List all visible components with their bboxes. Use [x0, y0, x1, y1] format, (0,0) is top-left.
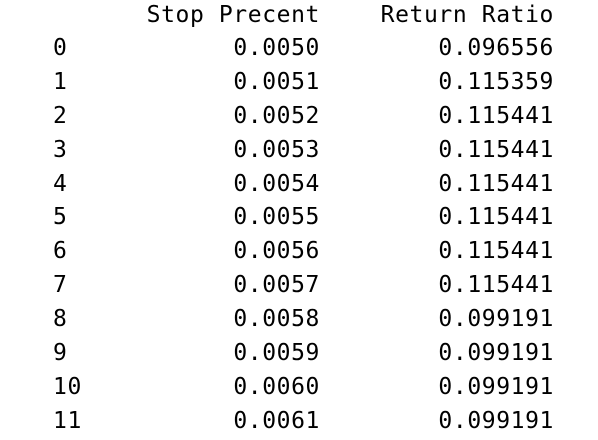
return-ratio-cell: 0.115359 [438, 69, 554, 95]
table-row: 10 0.0060 0.099191 [0, 370, 598, 404]
header-row: Stop Precent Return Ratio [0, 0, 598, 32]
table-row: 6 0.0056 0.115441 [0, 234, 598, 268]
column-header-stop-precent: Stop Precent [146, 2, 320, 28]
stop-precent-cell: 0.0052 [233, 103, 320, 129]
return-ratio-cell: 0.099191 [438, 340, 554, 366]
row-index: 9 [53, 340, 68, 366]
return-ratio-cell: 0.099191 [438, 306, 554, 332]
row-index: 6 [53, 238, 68, 264]
row-index: 8 [53, 306, 68, 332]
return-ratio-cell: 0.115441 [438, 272, 554, 298]
table-row: 4 0.0054 0.115441 [0, 167, 598, 201]
stop-precent-cell: 0.0058 [233, 306, 320, 332]
return-ratio-cell: 0.115441 [438, 137, 554, 163]
return-ratio-cell: 0.115441 [438, 171, 554, 197]
stop-precent-cell: 0.0055 [233, 204, 320, 230]
return-ratio-cell: 0.096556 [438, 35, 554, 61]
stop-precent-cell: 0.0053 [233, 137, 320, 163]
table-row: 7 0.0057 0.115441 [0, 268, 598, 302]
stop-precent-cell: 0.0060 [233, 374, 320, 400]
row-index: 7 [53, 272, 68, 298]
return-ratio-cell: 0.115441 [438, 238, 554, 264]
table-row: 2 0.0052 0.115441 [0, 99, 598, 133]
return-ratio-cell: 0.115441 [438, 204, 554, 230]
table-row: 1 0.0051 0.115359 [0, 65, 598, 99]
row-index: 10 [53, 374, 82, 400]
stop-precent-cell: 0.0057 [233, 272, 320, 298]
table-row: 3 0.0053 0.115441 [0, 133, 598, 167]
return-ratio-cell: 0.099191 [438, 408, 554, 434]
table-row: 9 0.0059 0.099191 [0, 336, 598, 370]
row-index: 5 [53, 204, 68, 230]
table-row: 8 0.0058 0.099191 [0, 302, 598, 336]
return-ratio-cell: 0.099191 [438, 374, 554, 400]
row-index: 3 [53, 137, 68, 163]
table-row: 11 0.0061 0.099191 [0, 404, 598, 438]
row-index: 4 [53, 171, 68, 197]
row-index: 11 [53, 408, 82, 434]
stop-precent-cell: 0.0061 [233, 408, 320, 434]
row-index: 2 [53, 103, 68, 129]
row-index: 1 [53, 69, 68, 95]
stop-precent-cell: 0.0051 [233, 69, 320, 95]
stop-precent-cell: 0.0050 [233, 35, 320, 61]
return-ratio-cell: 0.115441 [438, 103, 554, 129]
row-index: 0 [53, 35, 68, 61]
stop-precent-cell: 0.0056 [233, 238, 320, 264]
stop-precent-cell: 0.0054 [233, 171, 320, 197]
table-row: 5 0.0055 0.115441 [0, 200, 598, 234]
column-header-return-ratio: Return Ratio [380, 2, 554, 28]
table-row: 0 0.0050 0.096556 [0, 31, 598, 65]
stop-precent-cell: 0.0059 [233, 340, 320, 366]
